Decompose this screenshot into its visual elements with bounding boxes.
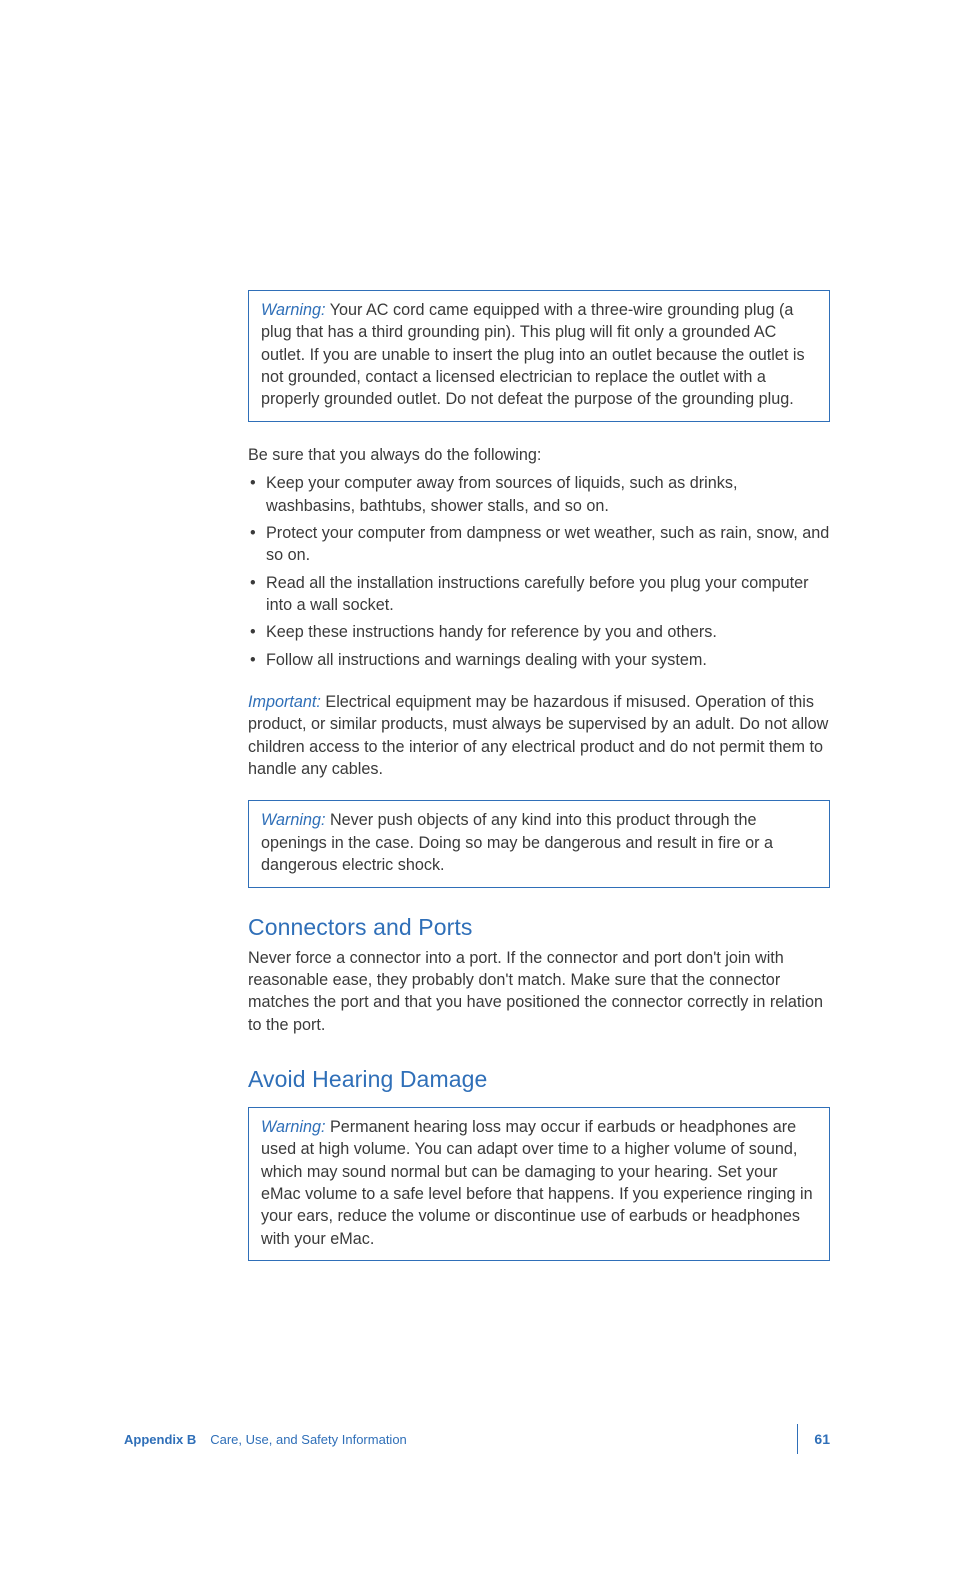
list-item: Keep these instructions handy for refere… bbox=[248, 621, 830, 643]
safety-bullet-list: Keep your computer away from sources of … bbox=[248, 472, 830, 671]
warning-box-hearing: Warning: Permanent hearing loss may occu… bbox=[248, 1107, 830, 1261]
list-item: Protect your computer from dampness or w… bbox=[248, 522, 830, 567]
page-number-box: 61 bbox=[797, 1424, 830, 1454]
list-item: Read all the installation instructions c… bbox=[248, 572, 830, 617]
warning-label: Warning: bbox=[261, 811, 325, 829]
warning-text: Your AC cord came equipped with a three-… bbox=[261, 301, 805, 408]
page-number-rule bbox=[797, 1424, 798, 1454]
footer-chapter-title: Care, Use, and Safety Information bbox=[210, 1432, 407, 1447]
connectors-body: Never force a connector into a port. If … bbox=[248, 947, 830, 1036]
footer-appendix-label: Appendix B bbox=[124, 1432, 196, 1447]
intro-line: Be sure that you always do the following… bbox=[248, 444, 830, 466]
warning-box-openings: Warning: Never push objects of any kind … bbox=[248, 800, 830, 887]
page-footer: Appendix B Care, Use, and Safety Informa… bbox=[124, 1424, 830, 1454]
warning-text: Permanent hearing loss may occur if earb… bbox=[261, 1118, 813, 1248]
page-number: 61 bbox=[814, 1431, 830, 1447]
warning-label: Warning: bbox=[261, 1118, 325, 1136]
important-label: Important: bbox=[248, 693, 321, 711]
list-item: Follow all instructions and warnings dea… bbox=[248, 649, 830, 671]
page: Warning: Your AC cord came equipped with… bbox=[0, 0, 954, 1572]
warning-text: Never push objects of any kind into this… bbox=[261, 811, 773, 874]
heading-connectors-and-ports: Connectors and Ports bbox=[248, 914, 830, 941]
footer-left: Appendix B Care, Use, and Safety Informa… bbox=[124, 1432, 407, 1447]
list-item: Keep your computer away from sources of … bbox=[248, 472, 830, 517]
important-block: Important: Electrical equipment may be h… bbox=[248, 691, 830, 780]
warning-box-grounding: Warning: Your AC cord came equipped with… bbox=[248, 290, 830, 422]
important-text: Electrical equipment may be hazardous if… bbox=[248, 693, 828, 778]
warning-label: Warning: bbox=[261, 301, 325, 319]
heading-avoid-hearing-damage: Avoid Hearing Damage bbox=[248, 1066, 830, 1093]
